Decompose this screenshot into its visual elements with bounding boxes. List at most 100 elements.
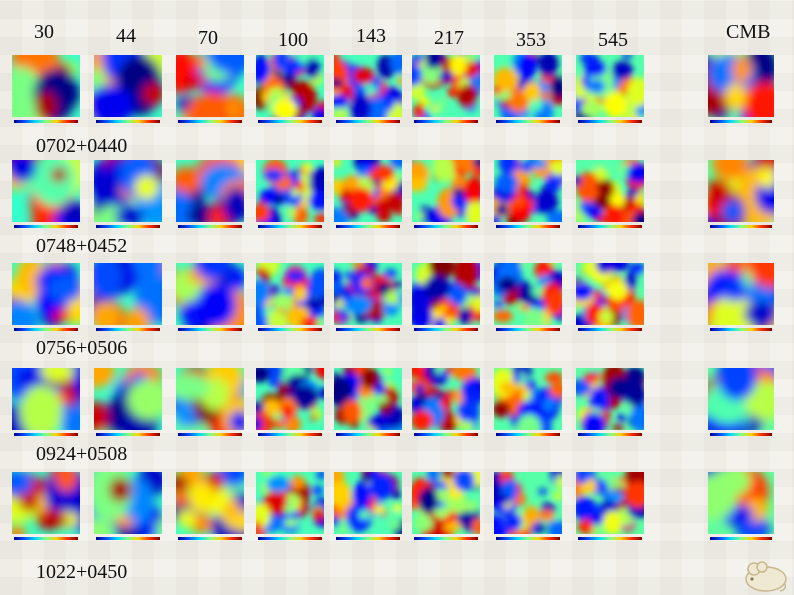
frequency-header-30: 30 <box>34 21 54 43</box>
colorbar <box>336 225 400 228</box>
source-label: 0756+0506 <box>36 337 128 359</box>
map-tile-0756+0506-353 <box>494 263 562 331</box>
map-tile-0702+0440-143 <box>334 55 402 123</box>
colorbar <box>710 120 772 123</box>
map-image <box>94 263 162 325</box>
map-tile-0702+0440-100 <box>256 55 324 123</box>
map-image <box>708 368 774 430</box>
colorbar <box>496 225 560 228</box>
map-image <box>576 55 644 117</box>
source-label: 0748+0452 <box>36 235 128 257</box>
map-image <box>94 368 162 430</box>
map-image <box>708 472 774 534</box>
colorbar <box>414 120 478 123</box>
colorbar <box>336 120 400 123</box>
map-tile-0924+0508-44 <box>94 368 162 436</box>
map-tile-0924+0508-545 <box>576 368 644 436</box>
map-image <box>334 368 402 430</box>
map-image <box>576 472 644 534</box>
map-tile-0702+0440-70 <box>176 55 244 123</box>
colorbar <box>96 225 160 228</box>
map-image <box>708 160 774 222</box>
map-image <box>576 263 644 325</box>
map-tile-0702+0440-cmb <box>708 55 774 123</box>
map-image <box>176 472 244 534</box>
map-image <box>94 160 162 222</box>
map-tile-0756+0506-217 <box>412 263 480 331</box>
colorbar <box>96 537 160 540</box>
colorbar <box>178 433 242 436</box>
map-tile-0702+0440-217 <box>412 55 480 123</box>
map-image <box>494 55 562 117</box>
colorbar <box>578 433 642 436</box>
map-tile-0748+0452-143 <box>334 160 402 228</box>
map-tile-0748+0452-217 <box>412 160 480 228</box>
map-image <box>494 472 562 534</box>
map-tile-1022+0450-100 <box>256 472 324 540</box>
map-image <box>94 55 162 117</box>
map-tile-0756+0506-30 <box>12 263 80 331</box>
map-tile-1022+0450-44 <box>94 472 162 540</box>
map-tile-0756+0506-70 <box>176 263 244 331</box>
map-image <box>334 472 402 534</box>
map-image <box>576 368 644 430</box>
map-tile-1022+0450-cmb <box>708 472 774 540</box>
map-tile-0756+0506-cmb <box>708 263 774 331</box>
source-label: 0924+0508 <box>36 443 128 465</box>
colorbar <box>14 225 78 228</box>
map-image <box>256 472 324 534</box>
map-tile-0756+0506-143 <box>334 263 402 331</box>
colorbar <box>96 433 160 436</box>
colorbar <box>710 537 772 540</box>
colorbar <box>414 328 478 331</box>
colorbar <box>496 537 560 540</box>
colorbar <box>178 537 242 540</box>
map-image <box>256 160 324 222</box>
colorbar <box>336 433 400 436</box>
colorbar <box>414 537 478 540</box>
map-image <box>708 55 774 117</box>
map-tile-0924+0508-143 <box>334 368 402 436</box>
frequency-header-143: 143 <box>356 25 386 47</box>
map-image <box>334 263 402 325</box>
map-image <box>412 160 480 222</box>
colorbar <box>258 120 322 123</box>
colorbar <box>336 537 400 540</box>
map-image <box>412 263 480 325</box>
map-image <box>176 263 244 325</box>
map-tile-0756+0506-100 <box>256 263 324 331</box>
map-tile-1022+0450-143 <box>334 472 402 540</box>
map-tile-0702+0440-545 <box>576 55 644 123</box>
map-tile-0924+0508-70 <box>176 368 244 436</box>
map-tile-0748+0452-70 <box>176 160 244 228</box>
colorbar <box>178 225 242 228</box>
colorbar <box>258 433 322 436</box>
colorbar <box>178 328 242 331</box>
frequency-header-353: 353 <box>516 29 546 51</box>
colorbar <box>578 537 642 540</box>
colorbar <box>578 328 642 331</box>
map-tile-0748+0452-44 <box>94 160 162 228</box>
colorbar <box>14 537 78 540</box>
colorbar <box>496 120 560 123</box>
map-tile-1022+0450-545 <box>576 472 644 540</box>
colorbar <box>258 225 322 228</box>
map-tile-1022+0450-353 <box>494 472 562 540</box>
map-image <box>256 55 324 117</box>
source-label: 0702+0440 <box>36 135 128 157</box>
colorbar <box>578 225 642 228</box>
map-tile-0924+0508-100 <box>256 368 324 436</box>
map-image <box>494 160 562 222</box>
map-image <box>256 368 324 430</box>
map-image <box>256 263 324 325</box>
map-tile-0702+0440-44 <box>94 55 162 123</box>
map-tile-0748+0452-30 <box>12 160 80 228</box>
map-image <box>412 368 480 430</box>
map-tile-0748+0452-353 <box>494 160 562 228</box>
map-image <box>12 55 80 117</box>
map-tile-0924+0508-30 <box>12 368 80 436</box>
map-tile-1022+0450-70 <box>176 472 244 540</box>
map-image <box>708 263 774 325</box>
map-image <box>494 263 562 325</box>
map-image <box>12 160 80 222</box>
